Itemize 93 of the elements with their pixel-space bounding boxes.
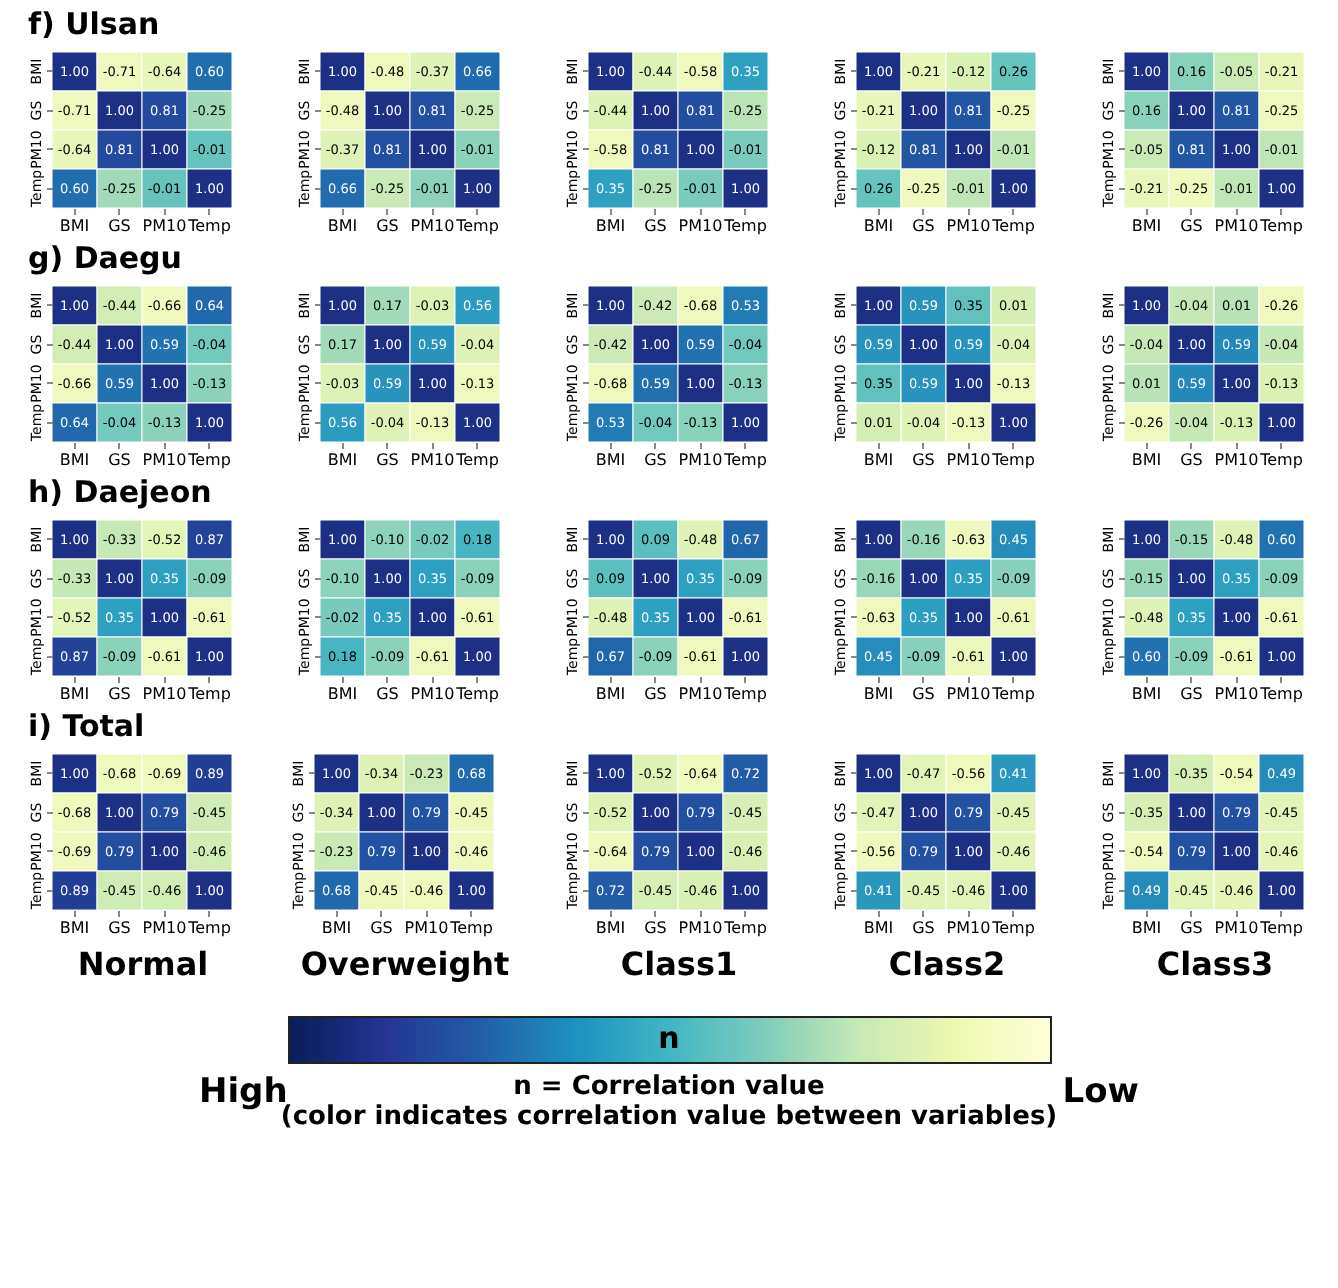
x-tick-label: GS (109, 685, 132, 703)
x-tick-label: GS (109, 451, 132, 469)
x-tick-label: GS (644, 685, 667, 703)
gradient-strip: n (287, 1016, 1051, 1064)
x-tick-label: PM10 (143, 919, 188, 937)
x-tick-label: PM10 (410, 685, 455, 703)
x-tick-label: Temp (186, 919, 232, 937)
x-tick-label: BMI (328, 685, 358, 703)
x-tick-label: Temp (454, 451, 500, 469)
x-tick-label: PM10 (678, 451, 723, 469)
x-tick-label: BMI (863, 685, 893, 703)
x-tick-label: PM10 (678, 685, 723, 703)
x-axis-title: Normal (78, 945, 210, 983)
x-tick-label: PM10 (678, 919, 723, 937)
x-tick-label: BMI (595, 919, 626, 937)
x-tick-label: PM10 (1213, 685, 1258, 703)
x-tick-label: GS (644, 217, 667, 235)
x-tick-label: Temp (1257, 685, 1303, 703)
chart-title: h) Daejeon (28, 473, 213, 510)
x-tick-label: PM10 (1213, 217, 1258, 235)
x-tick-label: GS (1179, 451, 1202, 469)
text: (color indicates correlation value between variables) (280, 1102, 1058, 1132)
x-axis-title: Overweight (299, 945, 510, 983)
x-tick-label: PM10 (403, 919, 448, 937)
x-tick-label: GS (376, 451, 400, 469)
x-tick-label: BMI (595, 217, 626, 235)
x-tick-label: GS (109, 217, 132, 235)
x-tick-label: GS (911, 685, 935, 703)
chart-title: f) Ulsan (28, 5, 161, 42)
x-axis-title: Class3 (1155, 945, 1273, 983)
text: Low (1062, 1072, 1139, 1112)
x-tick-label: PM10 (143, 451, 188, 469)
x-tick-label: Temp (989, 451, 1035, 469)
x-tick-label: PM10 (946, 685, 990, 703)
x-tick-label: GS (911, 217, 935, 235)
x-tick-label: GS (109, 919, 132, 937)
x-tick-label: Temp (989, 685, 1035, 703)
x-tick-label: GS (1179, 919, 1202, 937)
x-tick-label: Temp (1257, 451, 1303, 469)
color-bar-title: n = Correlation value (513, 1072, 825, 1102)
x-tick-label: Temp (989, 217, 1035, 235)
x-tick-label: Temp (447, 919, 493, 937)
x-tick-label: PM10 (946, 919, 990, 937)
chart-title: i) Total (28, 707, 146, 744)
x-tick-label: BMI (1130, 685, 1161, 703)
x-tick-label: PM10 (1213, 919, 1258, 937)
x-tick-label: BMI (863, 217, 893, 235)
x-tick-label: PM10 (1213, 451, 1258, 469)
x-tick-label: GS (644, 451, 667, 469)
x-tick-label: BMI (1130, 919, 1161, 937)
x-tick-label: PM10 (946, 217, 990, 235)
x-tick-label: GS (376, 217, 400, 235)
x-tick-label: GS (644, 919, 667, 937)
x-tick-label: GS (1179, 685, 1202, 703)
x-tick-label: Temp (186, 217, 232, 235)
x-tick-label: BMI (1130, 451, 1161, 469)
x-tick-label: BMI (1130, 217, 1161, 235)
x-tick-label: BMI (60, 685, 91, 703)
x-tick-label: PM10 (410, 217, 455, 235)
chart-title: g) Daegu (28, 239, 183, 276)
x-tick-label: Temp (722, 685, 767, 703)
x-tick-label: BMI (60, 217, 91, 235)
x-tick-label: PM10 (946, 451, 990, 469)
x-tick-label: GS (911, 919, 935, 937)
x-tick-label: Temp (454, 217, 500, 235)
x-tick-label: Temp (722, 919, 767, 937)
x-tick-label: Temp (722, 451, 767, 469)
x-tick-label: GS (369, 919, 393, 937)
x-tick-label: Temp (722, 217, 767, 235)
x-axis-title: Class1 (620, 945, 738, 983)
x-tick-label: Temp (989, 919, 1035, 937)
x-tick-label: Temp (454, 685, 500, 703)
x-tick-label: BMI (863, 919, 893, 937)
x-tick-label: BMI (328, 217, 358, 235)
x-tick-label: BMI (328, 451, 358, 469)
x-tick-label: BMI (60, 919, 91, 937)
x-tick-label: GS (911, 451, 935, 469)
x-tick-label: GS (1179, 217, 1202, 235)
x-tick-label: PM10 (410, 451, 455, 469)
x-tick-label: PM10 (678, 217, 723, 235)
x-tick-label: Temp (186, 451, 232, 469)
x-tick-label: GS (376, 685, 400, 703)
x-tick-label: BMI (863, 451, 893, 469)
x-tick-label: BMI (60, 451, 91, 469)
x-tick-label: BMI (595, 685, 626, 703)
x-tick-label: Temp (1257, 919, 1303, 937)
x-axis-title: Class2 (888, 945, 1005, 983)
x-tick-label: BMI (595, 451, 626, 469)
x-tick-label: PM10 (143, 685, 188, 703)
x-tick-label: BMI (321, 919, 351, 937)
x-tick-label: Temp (186, 685, 232, 703)
x-tick-label: PM10 (143, 217, 188, 235)
x-tick-label: Temp (1257, 217, 1303, 235)
